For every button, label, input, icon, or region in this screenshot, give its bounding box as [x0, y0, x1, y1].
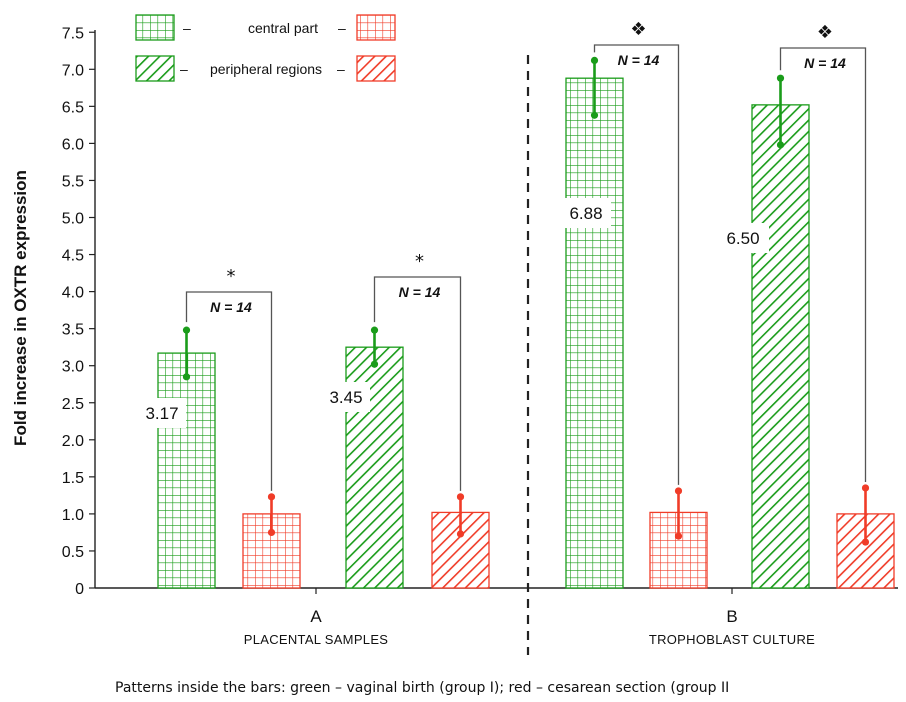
error-bar-cap-high: [267, 493, 276, 501]
comparison-bracket: [779, 47, 867, 482]
error-bar-cap-low: [674, 532, 683, 540]
y-tick-label: 1.0: [62, 507, 84, 524]
y-tick-label: 4.0: [62, 285, 84, 302]
y-tick-label: 0: [75, 581, 84, 598]
value-label: 6.50: [726, 229, 759, 248]
value-label: 3.45: [329, 388, 362, 407]
y-tick-label: 3.0: [62, 359, 84, 376]
sample-size-label: N = 14: [210, 299, 252, 315]
error-bar-cap-high: [370, 326, 379, 334]
comparison-bracket: [373, 276, 462, 491]
error-bar-cap-low: [267, 528, 276, 537]
y-tick-label: 7.0: [62, 62, 84, 79]
value-label-bg: [717, 223, 769, 253]
y-tick-label: 5.5: [62, 173, 84, 190]
sample-size-label: N = 14: [399, 284, 441, 300]
error-bar-cap-high: [776, 74, 785, 82]
legend: – central part – – peripheral regions –: [135, 14, 396, 82]
error-bar-cap-low: [861, 538, 870, 546]
legend-swatch-peripheral-red: [356, 55, 396, 82]
error-bar-cap-low: [456, 530, 465, 538]
y-tick-label: 0.5: [62, 544, 84, 561]
legend-swatch-peripheral-green: [135, 55, 175, 82]
y-axis-ticks: 0 0.5 1.0 1.5 2.0 2.5 3.0 3.5 4.0 4.5 5.0 5.5 6.0 6.5…: [62, 25, 95, 598]
significance-mark: ❖: [630, 19, 646, 40]
group-a-name: PLACENTAL SAMPLES: [244, 632, 389, 647]
y-tick-label: 6.5: [62, 99, 84, 116]
comparisons-layer: N = 14 * N = 14 * N = 14 ❖ N = 14 ❖: [185, 19, 867, 491]
y-tick-label: 7.5: [62, 25, 84, 42]
y-tick-label: 5.0: [62, 211, 84, 228]
group-b-letter: B: [726, 607, 737, 626]
group-b-name: TROPHOBLAST CULTURE: [649, 632, 815, 647]
error-bar-cap-high: [182, 326, 191, 334]
y-axis-label: Fold increase in OXTR expression: [11, 170, 30, 446]
error-bar-cap-low: [776, 141, 785, 149]
y-tick-label: 6.0: [62, 136, 84, 153]
significance-mark: *: [415, 251, 424, 272]
value-label-bg: [561, 198, 611, 228]
y-tick-label: 1.5: [62, 470, 84, 487]
legend-label-peripheral: peripheral regions: [210, 61, 322, 77]
significance-mark: *: [227, 266, 236, 287]
group-a-letter: A: [310, 607, 322, 626]
error-bar-cap-low: [370, 360, 379, 368]
caption: Patterns inside the bars: green – vagina…: [115, 680, 729, 696]
legend-swatch-central-green: [135, 14, 175, 41]
error-bar-cap-high: [456, 493, 465, 501]
sample-size-label: N = 14: [804, 55, 846, 71]
y-tick-label: 2.0: [62, 433, 84, 450]
error-bar-cap-high: [674, 487, 683, 495]
bars-layer: 3.17 3.45 6.88 6.50: [138, 56, 895, 589]
value-label-bg: [322, 382, 370, 412]
significance-mark: ❖: [817, 22, 833, 43]
value-label: 3.17: [145, 404, 178, 423]
value-label-bg: [138, 398, 186, 428]
bar: [157, 352, 216, 589]
legend-dash: –: [183, 20, 191, 36]
y-tick-label: 2.5: [62, 396, 84, 413]
legend-label-central: central part: [248, 20, 318, 36]
legend-dash: –: [180, 61, 188, 77]
bar: [751, 104, 810, 589]
error-bar-cap-high: [590, 56, 599, 65]
value-label: 6.88: [569, 204, 602, 223]
comparison-bracket: [185, 291, 273, 491]
error-bar-cap-low: [590, 111, 599, 119]
sample-size-label: N = 14: [618, 52, 660, 68]
bar: [565, 77, 624, 589]
error-bar-cap-low: [182, 373, 191, 381]
legend-dash: –: [338, 20, 346, 36]
legend-swatch-central-red: [356, 14, 396, 41]
legend-dash: –: [337, 61, 345, 77]
error-bar-cap-high: [861, 484, 870, 492]
y-tick-label: 3.5: [62, 322, 84, 339]
y-tick-label: 4.5: [62, 248, 84, 265]
comparison-bracket: [593, 44, 680, 485]
